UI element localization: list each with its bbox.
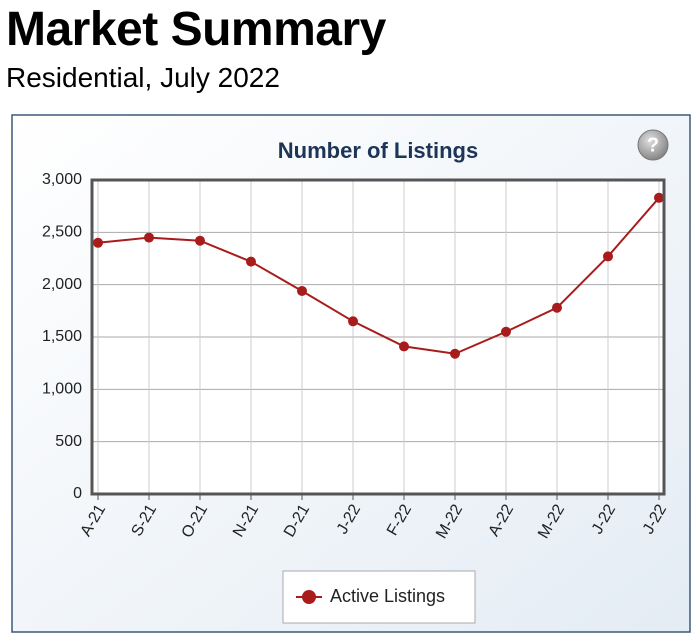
data-point xyxy=(450,348,460,359)
help-icon[interactable] xyxy=(637,129,669,161)
data-point xyxy=(552,302,562,313)
help-icon-text[interactable]: ? xyxy=(647,134,659,156)
data-point xyxy=(654,192,664,203)
page-title: Market Summary xyxy=(6,3,386,56)
data-point xyxy=(93,237,103,248)
data-point xyxy=(144,232,154,243)
data-point xyxy=(348,316,358,327)
y-tick-label: 1,000 xyxy=(42,381,82,398)
chart-title: Number of Listings xyxy=(278,138,478,163)
y-tick-label: 500 xyxy=(55,433,82,450)
page-subtitle: Residential, July 2022 xyxy=(6,62,280,93)
data-point xyxy=(297,285,307,296)
data-point xyxy=(399,341,409,352)
data-point xyxy=(246,256,256,267)
data-point xyxy=(501,326,511,337)
data-line xyxy=(97,197,660,355)
y-tick-label: 0 xyxy=(73,485,82,502)
legend-label: Active Listings xyxy=(330,586,445,606)
plot-border xyxy=(90,178,666,496)
y-tick-label: 2,500 xyxy=(42,224,82,241)
data-point xyxy=(603,251,613,262)
data-point xyxy=(195,235,205,246)
y-tick-label: 3,000 xyxy=(42,171,82,188)
y-tick-label: 2,000 xyxy=(42,276,82,293)
y-tick-label: 1,500 xyxy=(42,328,82,345)
legend-marker xyxy=(302,590,316,604)
